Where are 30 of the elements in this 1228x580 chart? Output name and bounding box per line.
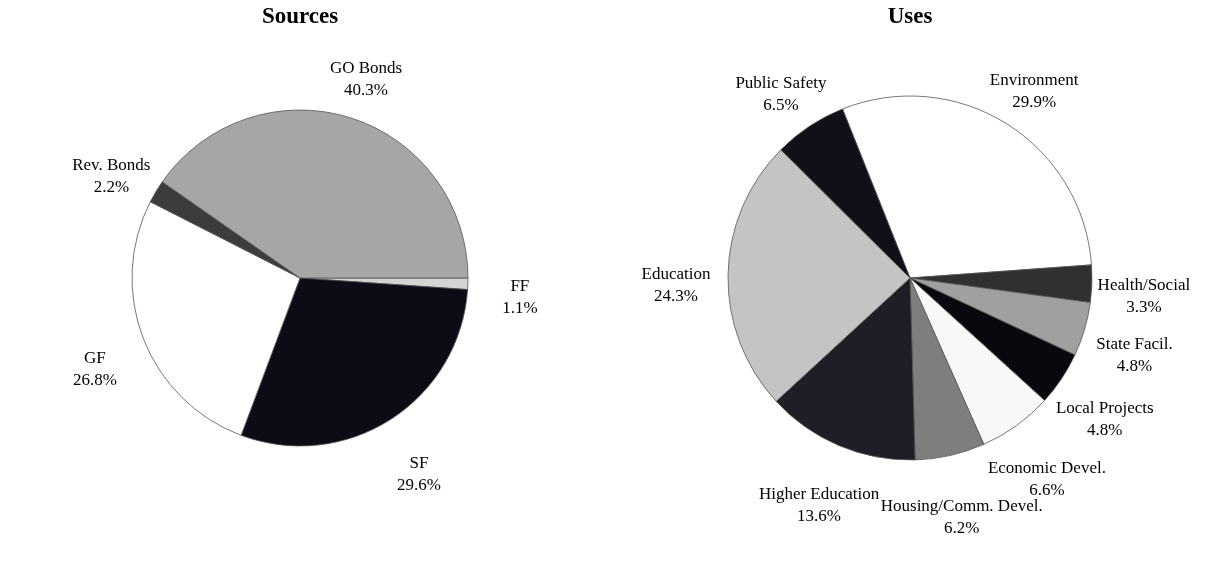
- data-label: 1.1%: [502, 297, 538, 317]
- data-label: 29.6%: [397, 475, 442, 495]
- data-label: 24.3%: [654, 285, 698, 305]
- chart-title: Sources: [261, 3, 339, 28]
- slice-label: Education: [641, 263, 711, 283]
- data-label: 6.6%: [1029, 479, 1065, 499]
- data-label: 13.6%: [797, 505, 842, 525]
- data-label: 3.3%: [1126, 297, 1162, 317]
- slice-label: Economic Devel.: [987, 457, 1106, 477]
- data-label: 4.8%: [1116, 356, 1153, 376]
- data-label: 40.3%: [344, 80, 388, 100]
- slice-label: Higher Education: [758, 483, 880, 503]
- chart-title: Uses: [887, 3, 933, 28]
- slice-label: SF: [409, 453, 429, 473]
- slice-label: GO Bonds: [329, 58, 403, 78]
- slice-label: State Facil.: [1096, 334, 1173, 354]
- slice-label: Local Projects: [1055, 397, 1154, 417]
- slice-label: FF: [510, 275, 530, 295]
- slice-label: Environment: [989, 69, 1079, 89]
- data-label: 6.5%: [763, 94, 799, 114]
- slice-label: Public Safety: [735, 72, 827, 92]
- data-label: 2.2%: [93, 176, 130, 196]
- slice-label: Housing/Comm. Devel.: [880, 496, 1043, 516]
- data-label: 26.8%: [72, 369, 117, 389]
- slice-label: Rev. Bonds: [72, 154, 151, 174]
- data-label: 29.9%: [1012, 91, 1057, 111]
- data-label: 6.2%: [944, 518, 980, 538]
- data-label: 4.8%: [1087, 419, 1123, 439]
- slice-label: Health/Social: [1097, 275, 1191, 295]
- slice-label: GF: [84, 347, 106, 367]
